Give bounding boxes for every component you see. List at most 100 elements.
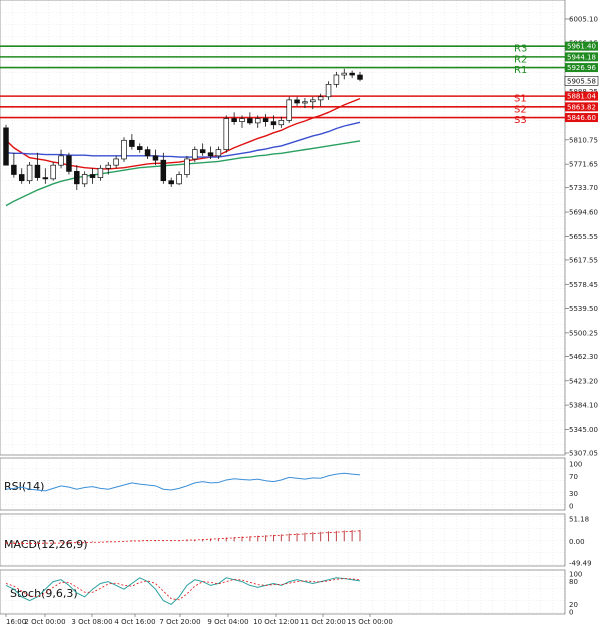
candle-body [310, 99, 316, 103]
level-price-box [565, 52, 598, 62]
candle-body [18, 174, 25, 182]
candle-body [160, 159, 167, 182]
candle-body [105, 164, 112, 169]
pivot-levels: R3 5961.40 R2 5944.18 R1 5926.96 S1 5881.04 S2 58… [0, 41, 598, 126]
rsi-tick-label: 100 [569, 461, 582, 469]
level-price-label: 5926.96 [567, 64, 596, 72]
candle-body [113, 158, 119, 166]
time-tick-label: 10 Oct 12:00 [253, 618, 299, 626]
macd-tick-label: 51.18 [569, 516, 589, 524]
price-tick-label: 5500.25 [569, 329, 598, 337]
candle-body [262, 118, 269, 122]
candle-body [176, 174, 182, 185]
candle-body [302, 101, 308, 104]
level-name-s1: S1 [514, 94, 527, 105]
macd-panel-frame [0, 513, 566, 567]
time-tick-label: 3 Oct 08:00 [71, 618, 112, 626]
rsi-panel: RSI(14) 100 70 30 0 [0, 457, 582, 511]
stoch-tick-label: 20 [569, 601, 578, 609]
level-price-box [565, 102, 598, 112]
moving-average-line [5, 97, 361, 170]
candle-body [254, 118, 261, 124]
level-price-label: 5846.60 [567, 114, 596, 122]
candle-body [74, 171, 80, 185]
candle-body [192, 149, 198, 160]
stoch-panel-frame [0, 569, 566, 615]
price-tick-label: 6005.10 [569, 16, 598, 24]
candle-body [239, 118, 245, 122]
level-price-label: 5944.18 [567, 53, 596, 61]
stoch-tick-label: 80 [569, 578, 578, 586]
moving-average-line [5, 140, 361, 207]
candle-body [66, 155, 72, 172]
time-tick-label: 16:00 [6, 618, 26, 626]
level-name-r1: R1 [514, 65, 527, 76]
candle-body [247, 118, 253, 124]
candle-body [11, 164, 17, 175]
candle-body [199, 149, 206, 154]
candle-body [231, 118, 237, 122]
time-tick-label: 2 Oct 00:00 [24, 618, 65, 626]
time-tick-label: 7 Oct 20:00 [159, 618, 200, 626]
level-price-box [565, 113, 598, 123]
level-price-label: 5961.40 [567, 43, 596, 51]
stoch-tick-label: 0 [569, 609, 573, 617]
level-name-s3: S3 [514, 115, 527, 126]
time-tick-label: 4 Oct 16:00 [114, 618, 155, 626]
candle-body [129, 139, 135, 147]
candle-body [81, 174, 88, 185]
current-price-marker: 5905.58 [564, 76, 599, 86]
level-price-label: 5881.04 [567, 93, 596, 101]
candle-body [3, 127, 9, 166]
moving-average-line [5, 121, 361, 158]
macd-histogram [5, 530, 361, 544]
candle-body [207, 152, 214, 157]
price-tick-label: 5810.75 [569, 136, 598, 144]
level-name-r3: R3 [514, 44, 527, 55]
rsi-line [5, 472, 361, 492]
price-tick-label: 5617.55 [569, 256, 598, 264]
macd-panel: MACD(12,26,9) 51.18 0.00 -49.49 [0, 513, 592, 568]
macd-axis: 51.18 0.00 -49.49 [569, 516, 592, 568]
candle-body [50, 164, 56, 180]
moving-averages [5, 97, 361, 207]
time-tick-label: 9 Oct 04:00 [207, 618, 248, 626]
macd-title: MACD(12,26,9) [4, 538, 88, 551]
candle-body [97, 167, 104, 178]
candle-body [278, 120, 285, 126]
rsi-panel-frame [0, 457, 566, 511]
rsi-tick-label: 30 [569, 490, 578, 498]
rsi-tick-label: 0 [569, 503, 573, 511]
candle-body [357, 74, 363, 80]
stoch-tick-label: 100 [569, 571, 582, 579]
current-price-box [564, 76, 599, 86]
level-price-box [565, 91, 598, 101]
candle-body [168, 180, 174, 185]
macd-tick-label: 0.00 [569, 538, 585, 546]
candle-body [136, 146, 143, 150]
price-tick-label: 5345.00 [569, 426, 598, 434]
candle-body [317, 96, 324, 101]
price-panel-frame [0, 0, 566, 456]
rsi-tick-label: 70 [569, 473, 578, 481]
candle-body [286, 99, 292, 121]
level-price-box [565, 63, 598, 73]
level-name-r2: R2 [514, 54, 527, 65]
macd-signal-line [5, 530, 361, 544]
price-panel: 6005.105966.155927.205888.255849.305810.… [0, 0, 599, 458]
price-tick-label: 5733.70 [569, 184, 598, 192]
candle-body [341, 72, 348, 76]
price-tick-label: 5539.50 [569, 305, 598, 313]
candles [3, 68, 363, 191]
candle-body [144, 149, 151, 157]
level-price-box [565, 41, 598, 51]
level-price-label: 5863.82 [567, 103, 596, 111]
candle-body [349, 72, 355, 76]
price-tick-label: 5694.60 [569, 209, 598, 217]
time-axis: 16:002 Oct 00:00 3 Oct 08:00 4 Oct 16:00 7 … [5, 614, 393, 626]
candle-body [270, 121, 277, 126]
level-name-s2: S2 [514, 104, 527, 115]
candle-body [121, 139, 127, 160]
